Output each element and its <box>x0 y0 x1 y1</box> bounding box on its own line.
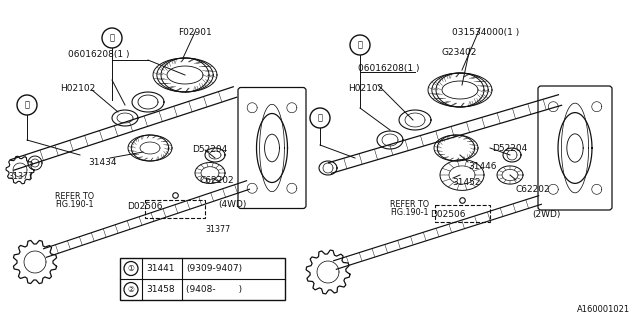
Text: REFER TO: REFER TO <box>55 192 94 201</box>
Text: ②: ② <box>358 41 362 50</box>
Text: 31377: 31377 <box>8 172 33 181</box>
Text: 31458: 31458 <box>146 285 175 294</box>
Text: ②: ② <box>127 285 134 294</box>
Text: 31446: 31446 <box>468 162 497 171</box>
Text: ①: ① <box>317 114 323 123</box>
Text: A160001021: A160001021 <box>577 305 630 314</box>
Text: ②: ② <box>109 34 115 43</box>
FancyBboxPatch shape <box>238 87 306 209</box>
Text: (4WD): (4WD) <box>218 200 246 209</box>
Text: REFER TO: REFER TO <box>390 200 429 209</box>
Text: C62202: C62202 <box>200 176 235 185</box>
Text: (9309-9407): (9309-9407) <box>186 264 242 273</box>
Text: ①: ① <box>24 100 29 109</box>
Bar <box>145 200 205 218</box>
Bar <box>120 258 285 300</box>
Text: 31441: 31441 <box>146 264 175 273</box>
Text: FIG.190-1: FIG.190-1 <box>390 208 429 217</box>
Text: 31434: 31434 <box>88 158 116 167</box>
Text: C62202: C62202 <box>516 185 550 194</box>
Text: D02506: D02506 <box>430 210 466 219</box>
Text: FIG.190-1: FIG.190-1 <box>55 200 93 209</box>
Text: G23402: G23402 <box>442 48 477 57</box>
Text: 31452: 31452 <box>452 178 481 187</box>
Text: D52204: D52204 <box>492 144 527 153</box>
Text: D52204: D52204 <box>192 145 227 154</box>
Text: D02506: D02506 <box>127 202 163 211</box>
Text: 031534000(1 ): 031534000(1 ) <box>452 28 519 37</box>
Text: 06016208(1 ): 06016208(1 ) <box>68 50 129 59</box>
Text: 06016208(1 ): 06016208(1 ) <box>358 64 419 73</box>
Text: H02102: H02102 <box>60 84 95 93</box>
Text: F02901: F02901 <box>178 28 212 37</box>
Text: 31377: 31377 <box>205 225 230 234</box>
Text: H02102: H02102 <box>348 84 383 93</box>
Text: (9408-        ): (9408- ) <box>186 285 242 294</box>
FancyBboxPatch shape <box>538 86 612 210</box>
Text: ①: ① <box>127 264 134 273</box>
Text: (2WD): (2WD) <box>532 210 561 219</box>
Bar <box>435 205 490 222</box>
